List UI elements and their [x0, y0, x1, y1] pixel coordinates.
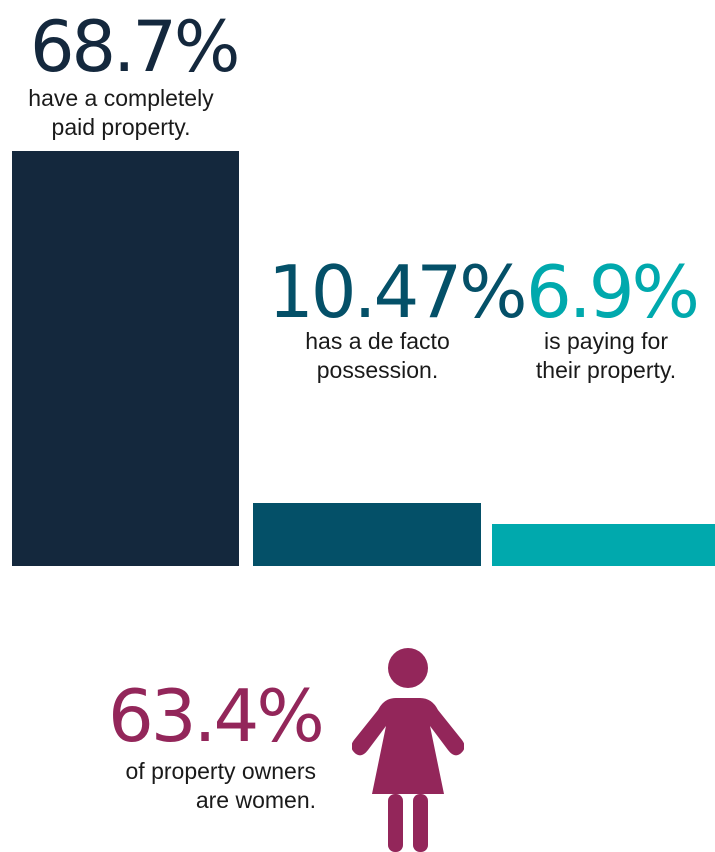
- women-value-label: 63.4%: [108, 674, 325, 758]
- caption-completely-paid: have a completely paid property.: [28, 85, 214, 140]
- woman-icon: [352, 648, 464, 852]
- value-label-completely-paid: 68.7%: [30, 6, 240, 88]
- bar-de-facto-possession: [253, 503, 481, 566]
- caption-paying-for-property: is paying for their property.: [535, 328, 677, 383]
- value-label-de-facto-possession: 10.47%: [268, 250, 528, 334]
- value-label-paying-for-property: 6.9%: [526, 250, 700, 334]
- caption-de-facto-possession: has a de facto possession.: [305, 328, 450, 383]
- bar-completely-paid: [12, 151, 239, 566]
- bar-paying-for-property: [492, 524, 715, 566]
- women-caption: of property owners are women.: [125, 758, 316, 813]
